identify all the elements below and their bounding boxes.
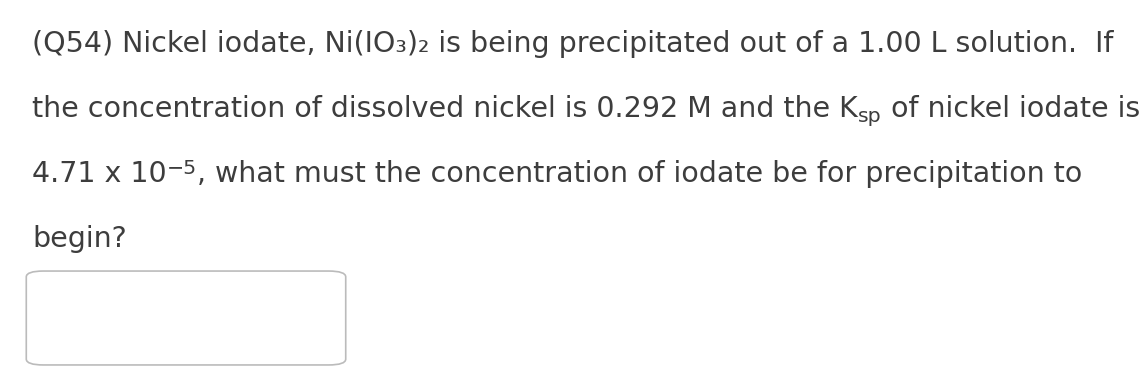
Text: begin?: begin? xyxy=(32,225,127,253)
Text: , what must the concentration of iodate be for precipitation to: , what must the concentration of iodate … xyxy=(197,160,1082,188)
Text: 4.71 x 10: 4.71 x 10 xyxy=(32,160,167,188)
Text: of nickel iodate is: of nickel iodate is xyxy=(882,95,1139,123)
Text: (Q54) Nickel iodate, Ni(IO₃)₂ is being precipitated out of a 1.00 L solution.  I: (Q54) Nickel iodate, Ni(IO₃)₂ is being p… xyxy=(32,30,1113,58)
Text: −5: −5 xyxy=(167,159,197,178)
Text: the concentration of dissolved nickel is 0.292 M and the K: the concentration of dissolved nickel is… xyxy=(32,95,858,123)
Text: sp: sp xyxy=(858,107,882,126)
